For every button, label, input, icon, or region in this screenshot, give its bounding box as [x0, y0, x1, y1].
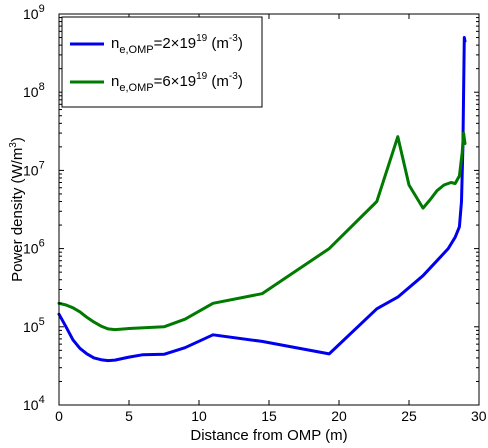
- y-tick-label: 104: [23, 394, 45, 413]
- legend-name-unit: (m: [207, 35, 229, 52]
- y-axis-label: Power density (W/m3): [8, 137, 26, 282]
- y-tick-label: 107: [23, 159, 45, 178]
- x-tick-label: 5: [125, 408, 133, 424]
- legend-name-main: n: [111, 35, 119, 52]
- legend: ne,OMP=2×1919 (m-3)ne,OMP=6×1919 (m-3): [61, 16, 263, 108]
- y-tick-base: 10: [23, 397, 39, 413]
- legend-box: [61, 16, 263, 108]
- legend-name-eq: =2×19: [154, 35, 197, 52]
- plot-lines: [57, 36, 467, 363]
- legend-name-sub: e,OMP: [119, 82, 153, 94]
- y-tick-label: 106: [23, 238, 45, 257]
- y-tick-base: 10: [23, 319, 39, 335]
- x-tick-label: 30: [471, 408, 487, 424]
- y-tick-exponent: 8: [39, 81, 45, 93]
- series-line-1: [57, 36, 467, 363]
- y-tick-base: 10: [23, 84, 39, 100]
- legend-name-unit: (m: [207, 73, 229, 90]
- y-tick-label: 105: [23, 316, 45, 335]
- y-tick-exponent: 4: [39, 394, 45, 406]
- y-tick-exponent: 5: [39, 316, 45, 328]
- legend-name-sub: e,OMP: [119, 44, 153, 56]
- legend-name-unit-sup: -3: [229, 71, 238, 82]
- y-tick-base: 10: [23, 6, 39, 22]
- legend-name-unit-close: ): [238, 73, 243, 90]
- legend-name-eq: =6×19: [154, 73, 197, 90]
- legend-entry-2: ne,OMP=6×1919 (m-3): [111, 71, 243, 94]
- axis-ticks: [58, 13, 480, 406]
- y-axis-label-main: Power density (W/m: [9, 148, 26, 282]
- x-axis-label: Distance from OMP (m): [190, 427, 347, 444]
- series-line-2: [57, 131, 467, 332]
- legend-name-main: n: [111, 73, 119, 90]
- y-tick-label: 108: [23, 81, 45, 100]
- legend-entry-1: ne,OMP=2×1919 (m-3): [111, 33, 243, 56]
- y-tick-base: 10: [23, 241, 39, 257]
- y-tick-label: 109: [23, 3, 45, 22]
- legend-name-unit-close: ): [238, 35, 243, 52]
- y-tick-exponent: 7: [39, 159, 45, 171]
- y-axis-label-close: ): [9, 137, 26, 142]
- legend-name-unit-sup: -3: [229, 33, 238, 44]
- legend-name-sup: 19: [196, 71, 208, 82]
- x-tick-label: 25: [401, 408, 417, 424]
- y-tick-base: 10: [23, 162, 39, 178]
- x-tick-label: 15: [261, 408, 277, 424]
- y-tick-exponent: 6: [39, 238, 45, 250]
- legend-name-sup: 19: [196, 33, 208, 44]
- y-axis-label-exponent: 3: [8, 142, 19, 148]
- y-tick-exponent: 9: [39, 3, 45, 15]
- x-tick-label: 20: [331, 408, 347, 424]
- x-tick-label: 0: [55, 408, 63, 424]
- x-tick-label: 10: [191, 408, 207, 424]
